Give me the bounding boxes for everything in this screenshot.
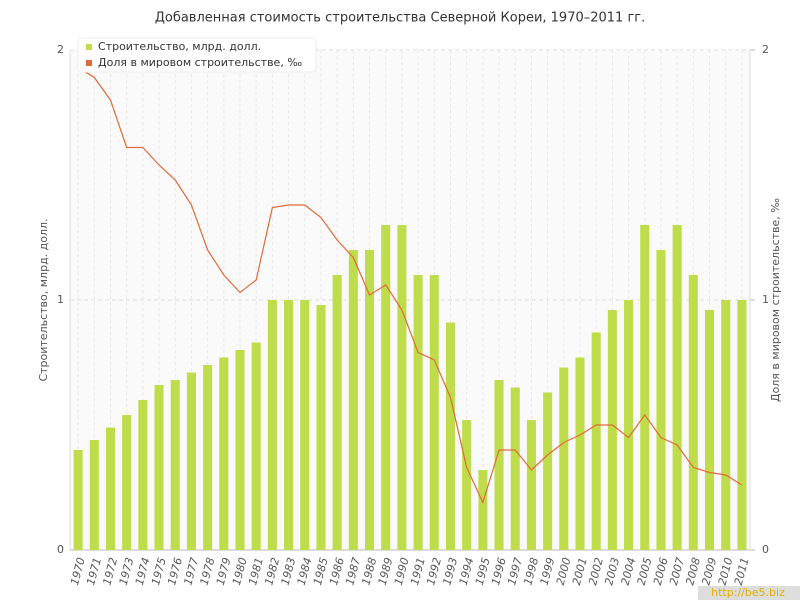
bar (235, 350, 245, 550)
bar (154, 385, 164, 550)
chart-title: Добавленная стоимость строительства Севе… (155, 11, 646, 26)
bar (267, 300, 277, 550)
bar (332, 275, 342, 550)
bar (575, 357, 585, 550)
y2-tick-label: 1 (762, 293, 769, 306)
bar (138, 400, 148, 550)
bar (510, 387, 520, 550)
bar (688, 275, 698, 550)
bar (186, 372, 196, 550)
bar (704, 310, 715, 550)
watermark-bg (698, 586, 800, 600)
y2-axis-label: Доля в мировом строительстве, ‰ (769, 198, 782, 402)
bar (89, 440, 99, 550)
bar (348, 250, 358, 550)
bar (122, 415, 132, 550)
y-axis-label: Строительство, млрд. долл. (37, 218, 50, 381)
bar (397, 225, 407, 550)
bar (478, 470, 488, 550)
bar (316, 305, 326, 550)
line (77, 66, 743, 505)
legend-box (77, 37, 317, 73)
bar (591, 332, 601, 550)
bar (381, 225, 391, 550)
bar (203, 365, 213, 550)
bar (640, 225, 650, 550)
bar (251, 342, 261, 550)
bar (624, 300, 634, 550)
bar (364, 250, 375, 550)
legend-swatch (86, 60, 92, 66)
bar (737, 300, 747, 550)
y-tick-label: 1 (57, 293, 64, 306)
bar (494, 380, 504, 550)
watermark: http://be5.biz (711, 586, 785, 599)
y-tick-label: 2 (57, 43, 64, 56)
y2-tick-label: 2 (762, 43, 769, 56)
bar (656, 250, 666, 550)
bar (219, 357, 229, 550)
bar (559, 367, 569, 550)
legend-swatch (86, 44, 92, 50)
bar (105, 427, 116, 550)
bar (543, 392, 553, 550)
bar (73, 450, 83, 550)
y2-tick-label: 0 (762, 543, 769, 556)
bar (721, 300, 731, 550)
bar (413, 275, 423, 550)
bar (672, 225, 682, 550)
bar (607, 310, 617, 550)
bar (445, 322, 456, 550)
bar (284, 300, 294, 550)
legend-label: Доля в мировом строительстве, ‰ (98, 56, 302, 69)
bar (462, 420, 472, 550)
bar (429, 275, 439, 550)
bar (526, 420, 536, 550)
bar (170, 380, 180, 550)
bar (300, 300, 310, 550)
legend-label: Строительство, млрд. долл. (98, 40, 261, 53)
y-tick-label: 0 (57, 543, 64, 556)
